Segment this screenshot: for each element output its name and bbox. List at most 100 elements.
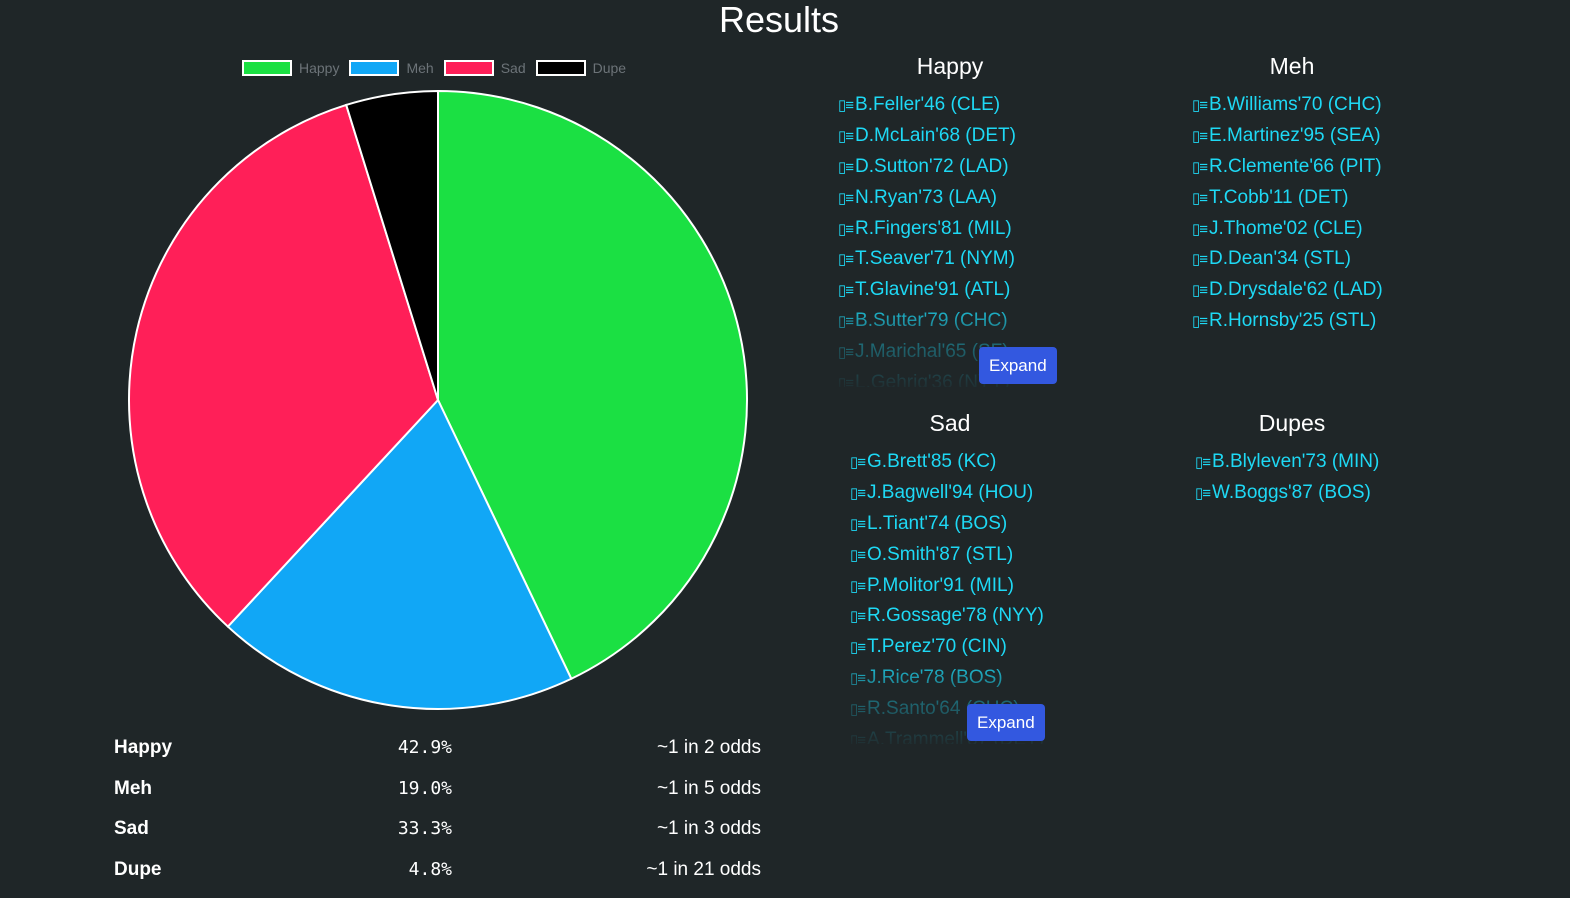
card-link[interactable]: ▯≡ J.Thome'02 (CLE) xyxy=(1192,213,1462,244)
card-link[interactable]: ▯≡ T.Glavine'91 (ATL) xyxy=(838,275,1120,306)
legend-item-meh[interactable]: Meh xyxy=(349,60,434,76)
card-list-happy: ▯≡ B.Feller'46 (CLE) ▯≡ D.McLain'68 (DET) ▯≡… xyxy=(780,90,1120,387)
card-label: W.Boggs'87 (BOS) xyxy=(1212,482,1371,504)
expand-button-happy[interactable]: Expand xyxy=(979,347,1057,384)
stat-category: Happy xyxy=(114,737,173,758)
card-icon: ▯≡ xyxy=(850,577,866,595)
card-label: D.Dean'34 (STL) xyxy=(1209,248,1351,270)
card-icon: ▯≡ xyxy=(850,731,866,744)
stat-row-sad: Sad 33.3% ~1 in 3 odds xyxy=(114,812,764,853)
card-link[interactable]: ▯≡ W.Boggs'87 (BOS) xyxy=(1195,478,1462,509)
legend-label-sad: Sad xyxy=(500,60,526,76)
card-icon: ▯≡ xyxy=(838,374,854,387)
card-icon: ▯≡ xyxy=(1192,97,1208,115)
legend-item-dupe[interactable]: Dupe xyxy=(535,60,626,76)
card-label: B.Sutter'79 (CHC) xyxy=(855,309,1008,331)
card-label: J.Bagwell'94 (HOU) xyxy=(867,482,1034,504)
card-label: T.Cobb'11 (DET) xyxy=(1209,186,1349,208)
expand-button-sad[interactable]: Expand xyxy=(967,704,1045,741)
stat-percent: 4.8% xyxy=(408,858,452,880)
card-link[interactable]: ▯≡ L.Tiant'74 (BOS) xyxy=(850,509,1120,540)
card-label: J.Rice'78 (BOS) xyxy=(867,666,1003,688)
card-link[interactable]: ▯≡ E.Martinez'95 (SEA) xyxy=(1192,121,1462,152)
legend-label-meh: Meh xyxy=(406,60,434,76)
card-label: B.Williams'70 (CHC) xyxy=(1209,94,1382,116)
card-label: B.Feller'46 (CLE) xyxy=(855,94,1001,116)
card-icon: ▯≡ xyxy=(838,282,854,300)
card-label: L.Tiant'74 (BOS) xyxy=(867,512,1008,534)
card-link[interactable]: ▯≡ D.Dean'34 (STL) xyxy=(1192,244,1462,275)
card-icon: ▯≡ xyxy=(838,189,854,207)
card-link[interactable]: ▯≡ B.Feller'46 (CLE) xyxy=(838,90,1120,121)
card-link[interactable]: ▯≡ R.Fingers'81 (MIL) xyxy=(838,213,1120,244)
card-label: J.Thome'02 (CLE) xyxy=(1209,217,1363,239)
pie-slice-meh[interactable] xyxy=(226,398,573,710)
pie-slice-dupe[interactable] xyxy=(344,89,439,401)
card-link[interactable]: ▯≡ T.Seaver'71 (NYM) xyxy=(838,244,1120,275)
card-link[interactable]: ▯≡ B.Blyleven'73 (MIN) xyxy=(1195,447,1462,478)
card-link[interactable]: ▯≡ J.Bagwell'94 (HOU) xyxy=(850,478,1120,509)
legend-swatch-happy xyxy=(242,60,292,76)
group-happy: Happy ▯≡ B.Feller'46 (CLE) ▯≡ D.McLain'68 (… xyxy=(780,52,1120,387)
group-title-dupes: Dupes xyxy=(1258,410,1326,436)
card-link[interactable]: ▯≡ O.Smith'87 (STL) xyxy=(850,539,1120,570)
card-link[interactable]: ▯≡ R.Hornsby'25 (STL) xyxy=(1192,306,1462,337)
stat-odds: ~1 in 2 odds xyxy=(656,737,761,758)
card-label: R.Fingers'81 (MIL) xyxy=(855,217,1012,239)
card-icon: ▯≡ xyxy=(1192,220,1208,238)
stat-percent: 19.0% xyxy=(397,777,452,799)
card-link[interactable]: ▯≡ D.Drysdale'62 (LAD) xyxy=(1192,275,1462,306)
stat-row-dupe: Dupe 4.8% ~1 in 21 odds xyxy=(114,853,764,894)
card-link[interactable]: ▯≡ N.Ryan'73 (LAA) xyxy=(838,182,1120,213)
group-title-meh: Meh xyxy=(1269,53,1315,79)
card-icon: ▯≡ xyxy=(1192,312,1208,330)
card-link[interactable]: ▯≡ B.Sutter'79 (CHC) xyxy=(838,306,1120,337)
page-title: Results xyxy=(718,0,840,40)
card-icon: ▯≡ xyxy=(850,608,866,626)
pie-slice-sad[interactable] xyxy=(128,103,440,628)
legend-item-happy[interactable]: Happy xyxy=(242,60,339,76)
card-list-meh: ▯≡ B.Williams'70 (CHC) ▯≡ E.Martinez'95 (SE… xyxy=(1122,90,1462,336)
card-link[interactable]: ▯≡ R.Clemente'66 (PIT) xyxy=(1192,152,1462,183)
group-dupes: Dupes ▯≡ B.Blyleven'73 (MIN) ▯≡ W.Boggs'87 … xyxy=(1122,409,1462,509)
stat-category: Meh xyxy=(114,777,152,799)
group-title-happy: Happy xyxy=(916,53,984,79)
stat-percent: 33.3% xyxy=(397,818,452,839)
group-meh: Meh ▯≡ B.Williams'70 (CHC) ▯≡ E.Martinez'95… xyxy=(1122,52,1462,336)
card-icon: ▯≡ xyxy=(838,128,854,146)
card-link[interactable]: ▯≡ T.Perez'70 (CIN) xyxy=(850,632,1120,663)
stat-odds: ~1 in 21 odds xyxy=(646,858,761,880)
group-sad: Sad ▯≡ G.Brett'85 (KC) ▯≡ J.Bagwell'94 (HOU… xyxy=(780,409,1120,744)
card-label: G.Brett'85 (KC) xyxy=(867,451,997,473)
card-icon: ▯≡ xyxy=(838,220,854,238)
card-link[interactable]: ▯≡ B.Williams'70 (CHC) xyxy=(1192,90,1462,121)
card-icon: ▯≡ xyxy=(850,454,866,472)
card-link[interactable]: ▯≡ D.McLain'68 (DET) xyxy=(838,121,1120,152)
card-icon: ▯≡ xyxy=(838,158,854,176)
card-icon: ▯≡ xyxy=(838,312,854,330)
card-link[interactable]: ▯≡ G.Brett'85 (KC) xyxy=(850,447,1120,478)
card-label: T.Seaver'71 (NYM) xyxy=(855,248,1015,270)
card-link[interactable]: ▯≡ R.Gossage'78 (NYY) xyxy=(850,601,1120,632)
card-icon: ▯≡ xyxy=(850,546,866,564)
card-label: R.Gossage'78 (NYY) xyxy=(867,605,1044,627)
card-link[interactable]: ▯≡ T.Cobb'11 (DET) xyxy=(1192,182,1462,213)
card-link[interactable]: ▯≡ D.Sutton'72 (LAD) xyxy=(838,152,1120,183)
group-title-sad: Sad xyxy=(929,410,971,436)
stat-category: Sad xyxy=(114,818,149,839)
card-link[interactable]: ▯≡ P.Molitor'91 (MIL) xyxy=(850,570,1120,601)
card-label: D.Drysdale'62 (LAD) xyxy=(1209,279,1383,301)
legend-swatch-meh xyxy=(349,60,400,76)
card-icon: ▯≡ xyxy=(838,343,854,361)
card-label: T.Perez'70 (CIN) xyxy=(867,636,1007,658)
chart-legend: Happy Meh Sad Dupe xyxy=(242,60,636,76)
stat-row-meh: Meh 19.0% ~1 in 5 odds xyxy=(114,772,764,813)
card-icon: ▯≡ xyxy=(1192,158,1208,176)
card-link[interactable]: ▯≡ J.Rice'78 (BOS) xyxy=(850,663,1120,694)
card-label: P.Molitor'91 (MIL) xyxy=(867,574,1014,596)
legend-item-sad[interactable]: Sad xyxy=(443,60,526,76)
legend-swatch-dupe xyxy=(535,60,586,76)
pie-slice-happy[interactable] xyxy=(437,89,748,681)
card-icon: ▯≡ xyxy=(850,639,866,657)
card-icon: ▯≡ xyxy=(850,700,866,718)
